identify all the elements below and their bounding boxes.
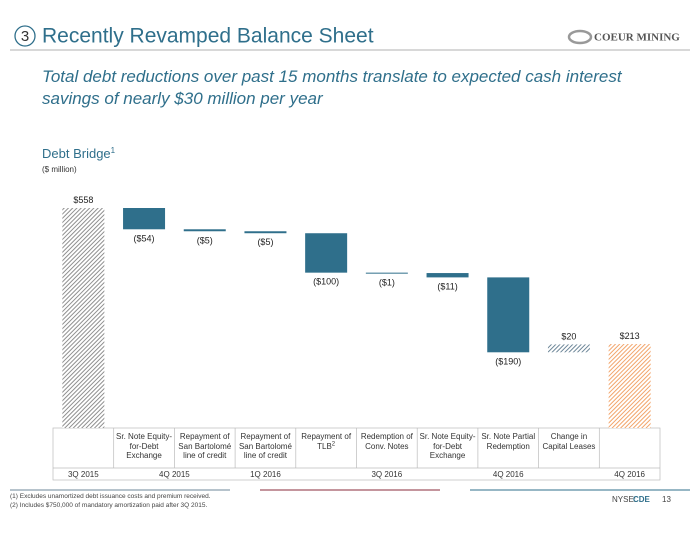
ticker: CDE	[633, 495, 651, 504]
bar	[426, 273, 469, 278]
bar	[547, 344, 590, 353]
bar	[365, 272, 408, 274]
value-label: ($5)	[197, 235, 213, 245]
value-label: ($5)	[257, 237, 273, 247]
category-text: Redemption of Conv. Notes	[360, 432, 413, 451]
category-label: Sr. Note Equity-for-Debt Exchange	[419, 432, 477, 461]
bar	[608, 344, 651, 428]
value-label: ($54)	[134, 233, 155, 243]
period-label: 3Q 2015	[68, 470, 99, 479]
page-number: 13	[662, 495, 671, 504]
value-label: $20	[561, 331, 576, 341]
period-label: 1Q 2016	[250, 470, 281, 479]
slide-number: 3	[21, 28, 29, 45]
period-label: 4Q 2016	[493, 470, 524, 479]
value-label: ($100)	[313, 277, 339, 287]
value-label: ($190)	[495, 356, 521, 366]
value-label: $558	[73, 195, 93, 205]
exchange: NYSE:	[612, 495, 636, 504]
period-label: 3Q 2016	[371, 470, 402, 479]
bar	[305, 233, 348, 273]
bar	[487, 277, 530, 353]
category-text: Repayment of TLB	[301, 432, 352, 451]
footnote: (2) Includes $750,000 of mandatory amort…	[10, 502, 207, 509]
category-label: Repayment of San Bartolomé line of credi…	[236, 432, 294, 461]
category-label: Sr. Note Partial Redemption	[479, 432, 537, 451]
bar	[62, 208, 105, 428]
footnote: (1) Excludes unamortized debt issuance c…	[10, 493, 211, 500]
category-label: Repayment of TLB2	[297, 432, 355, 451]
chart-title: Debt Bridge1	[42, 146, 116, 161]
logo-mark	[567, 29, 593, 45]
slide-title: Recently Revamped Balance Sheet	[42, 25, 374, 48]
headline: Total debt reductions over past 15 month…	[42, 67, 622, 108]
category-text: Sr. Note Partial Redemption	[481, 432, 536, 451]
category-superscript: 2	[331, 440, 336, 447]
period-label: 4Q 2016	[614, 470, 645, 479]
value-label: ($11)	[437, 281, 457, 291]
value-label: $213	[620, 331, 640, 341]
category-label: Sr. Note Equity-for-Debt Exchange	[115, 432, 173, 461]
bar	[123, 208, 166, 230]
category-text: Repayment of San Bartolomé line of credi…	[178, 432, 232, 460]
category-label: Redemption of Conv. Notes	[358, 432, 416, 451]
logo: COEUR MINING	[594, 32, 680, 44]
number-badge	[14, 25, 36, 47]
category-label: Repayment of San Bartolomé line of credi…	[176, 432, 234, 461]
category-text: Sr. Note Equity-for-Debt Exchange	[116, 432, 173, 460]
chart-title-text: Debt Bridge	[42, 146, 111, 161]
category-text: Repayment of San Bartolomé line of credi…	[238, 432, 292, 460]
bar	[183, 229, 226, 232]
chart-subtitle: ($ million)	[42, 165, 77, 174]
period-label: 4Q 2015	[159, 470, 190, 479]
category-text: Change in Capital Leases	[542, 432, 596, 451]
value-label: ($1)	[379, 278, 395, 288]
category-label: Change in Capital Leases	[540, 432, 598, 451]
title-superscript: 1	[111, 146, 116, 155]
category-text: Sr. Note Equity-for-Debt Exchange	[419, 432, 476, 460]
bar	[244, 231, 287, 234]
